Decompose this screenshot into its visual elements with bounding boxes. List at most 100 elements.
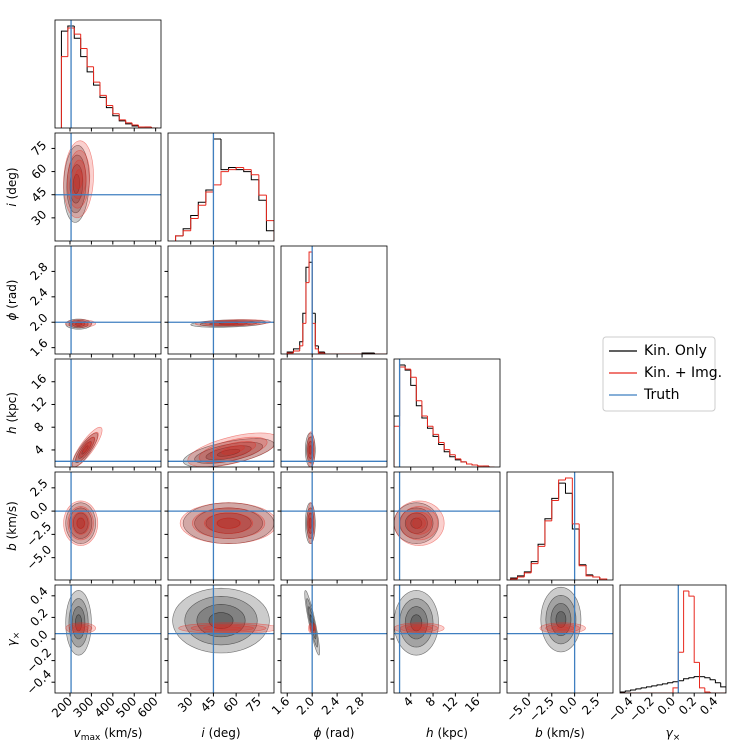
hist-step <box>125 119 133 124</box>
x-tick-label: 2.4 <box>319 694 342 717</box>
plot-area <box>620 585 726 693</box>
hist-step <box>317 345 325 353</box>
hist-step <box>80 34 88 49</box>
hist-step <box>537 545 545 564</box>
hist-step <box>578 523 587 567</box>
contour <box>67 506 94 541</box>
panel <box>393 358 501 471</box>
hist-step <box>86 56 94 73</box>
hist-step <box>704 687 711 693</box>
y-tick-label: 12 <box>29 394 50 415</box>
panel <box>167 132 275 245</box>
contour <box>74 169 83 190</box>
y-tick-label: 4 <box>31 442 46 457</box>
hist-step <box>404 365 411 371</box>
plot-area <box>394 585 500 693</box>
hist-step <box>131 122 139 126</box>
axis-unit: (km/s) <box>5 501 19 543</box>
hist-step <box>523 572 532 577</box>
hist-step <box>394 415 400 467</box>
axis-label: b (km/s) <box>5 501 19 551</box>
legend: Kin. Only Kin. + Img. Truth <box>602 336 722 412</box>
y-tick-label: 8 <box>31 420 46 435</box>
hist-step <box>449 449 456 456</box>
hist-step <box>438 436 445 446</box>
plot-area <box>55 246 161 354</box>
contour <box>309 445 313 455</box>
hist-step <box>558 479 566 501</box>
axis-label: i (deg) <box>201 726 240 740</box>
legend-box <box>602 336 716 412</box>
hist-step <box>432 426 439 435</box>
panel-frame <box>54 471 162 581</box>
panel-frame <box>393 471 501 581</box>
x-tick-label: 60 <box>221 694 242 715</box>
hist-step <box>190 215 199 229</box>
panel <box>619 584 727 697</box>
hist-step <box>60 30 68 128</box>
panel-frame <box>167 132 275 242</box>
hist-step <box>677 651 684 688</box>
panel <box>280 245 388 358</box>
axis-sub: max <box>81 733 101 743</box>
x-tick-label: 0.0 <box>556 694 579 717</box>
y-tick-label: 45 <box>29 184 50 205</box>
hist-step <box>432 428 439 437</box>
contour <box>394 502 439 545</box>
hist-step <box>585 564 593 576</box>
panel-frame <box>167 358 275 468</box>
panel-frame <box>167 245 275 355</box>
hist-step <box>672 681 679 683</box>
hist-step <box>410 370 417 386</box>
plot-area <box>60 20 158 128</box>
hist-step <box>471 463 478 466</box>
contour <box>309 517 313 529</box>
y-tick-label: 2.4 <box>27 285 50 308</box>
hist-step <box>630 689 636 691</box>
plot-area <box>281 359 387 467</box>
hist-step <box>699 662 705 689</box>
hist-step <box>150 126 158 128</box>
hist-step <box>265 195 274 241</box>
axis-symbol: b <box>535 726 543 740</box>
contour <box>191 507 266 539</box>
panel-frame <box>280 584 388 694</box>
hist-step <box>683 590 689 653</box>
plot-area <box>168 246 274 354</box>
contour <box>71 511 90 535</box>
contour <box>556 626 569 630</box>
axis-symbol: i <box>201 726 205 740</box>
y-tick-label: 0.4 <box>27 584 50 607</box>
hist-step <box>421 400 428 417</box>
contour <box>540 586 582 653</box>
y-tick-label: −2.5 <box>24 519 55 550</box>
contour <box>182 502 274 545</box>
hist-step <box>651 685 658 687</box>
hist-step <box>667 682 673 684</box>
axis-label: i (deg) <box>5 167 19 206</box>
panel-frame <box>280 358 388 468</box>
hist-step <box>212 138 221 190</box>
hist-step <box>258 174 267 196</box>
panel <box>164 584 275 697</box>
contour <box>406 511 433 535</box>
x-tick-label: 200 <box>49 694 75 720</box>
panel-frame <box>54 358 162 468</box>
hist-step <box>530 561 539 572</box>
hist-step <box>138 124 145 128</box>
axis-symbol: i <box>5 203 19 207</box>
hist-step <box>105 97 113 109</box>
hist-step <box>592 575 600 578</box>
plot-area <box>286 246 387 354</box>
contour <box>72 512 89 534</box>
hist-step <box>530 563 539 573</box>
contour <box>196 604 246 638</box>
y-tick-label: 2.0 <box>27 311 50 334</box>
hist-step <box>190 218 199 231</box>
hist-step <box>585 565 593 577</box>
y-tick-label: 2.8 <box>27 260 50 283</box>
hist-step <box>564 477 573 481</box>
hist-step <box>688 677 695 679</box>
contour <box>198 436 268 464</box>
